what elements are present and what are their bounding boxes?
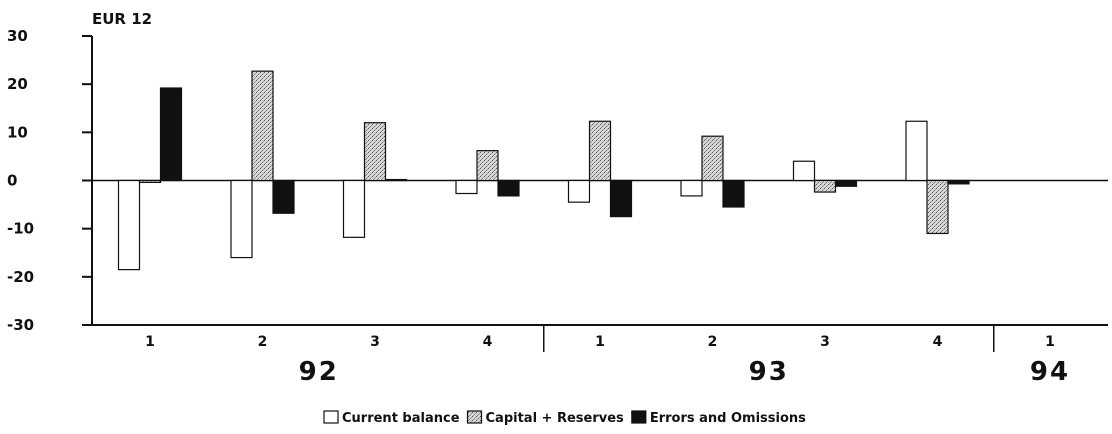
year-label: 92 <box>299 357 339 387</box>
bar-errors-omissions <box>834 179 858 187</box>
x-tick-label: 1 <box>145 334 155 350</box>
bar-errors-omissions <box>947 179 970 185</box>
x-axis: 1 2 3 4 1 2 3 4 1 92 93 94 <box>92 324 1108 387</box>
x-tick-label: 2 <box>708 334 718 350</box>
bars <box>92 70 1108 271</box>
year-label: 94 <box>1030 357 1070 387</box>
bar-capital-reserves <box>701 135 724 182</box>
bar-errors-omissions <box>497 179 520 197</box>
x-tick-label: 1 <box>595 334 605 350</box>
bar-capital-reserves <box>251 70 274 182</box>
bar-capital-reserves <box>926 179 949 235</box>
y-tick-label: 30 <box>7 27 28 45</box>
bar-errors-omissions <box>722 179 745 208</box>
y-tick-label: 20 <box>7 75 28 93</box>
bar-errors-omissions <box>384 178 408 182</box>
legend-label: Capital + Reserves <box>486 411 625 426</box>
bar-errors-omissions <box>159 87 183 182</box>
x-tick-label: 3 <box>370 334 380 350</box>
bar-capital-reserves <box>476 150 499 182</box>
legend-label: Current balance <box>342 411 460 426</box>
bar-current-balance <box>117 179 141 271</box>
bar-capital-reserves <box>813 179 837 193</box>
bar-current-balance <box>792 160 816 182</box>
x-tick-label: 4 <box>483 334 493 350</box>
legend-swatch <box>466 410 483 424</box>
x-tick-label: 1 <box>1045 334 1055 350</box>
year-label: 93 <box>749 357 789 387</box>
y-tick-label: 10 <box>7 123 28 141</box>
y-tick-label: -10 <box>7 220 34 238</box>
legend-swatch <box>323 410 339 424</box>
legend-swatch <box>631 410 647 424</box>
legend: Current balance Capital + Reserves Errors … <box>323 410 806 426</box>
x-tick-label: 4 <box>933 334 943 350</box>
x-tick-label: 3 <box>820 334 830 350</box>
y-tick-label: 0 <box>7 172 17 190</box>
bar-errors-omissions <box>609 179 633 218</box>
y-tick-label: -20 <box>7 268 34 286</box>
unit-label: EUR 12 <box>92 10 152 28</box>
bar-current-balance <box>567 179 591 203</box>
bar-errors-omissions <box>272 179 295 214</box>
bar-capital-reserves <box>138 179 162 184</box>
legend-label: Errors and Omissions <box>650 411 806 426</box>
bar-current-balance <box>230 179 253 259</box>
bar-current-balance <box>680 179 703 197</box>
bar-current-balance <box>455 179 478 195</box>
y-tick-label: -30 <box>7 316 34 334</box>
x-tick-label: 2 <box>258 334 268 350</box>
y-axis: 30 20 10 0 -10 -20 -30 <box>7 27 93 334</box>
bar-current-balance <box>905 120 928 182</box>
bar-current-balance <box>342 179 366 238</box>
bar-capital-reserves <box>588 120 612 182</box>
bar-capital-reserves <box>363 122 387 182</box>
